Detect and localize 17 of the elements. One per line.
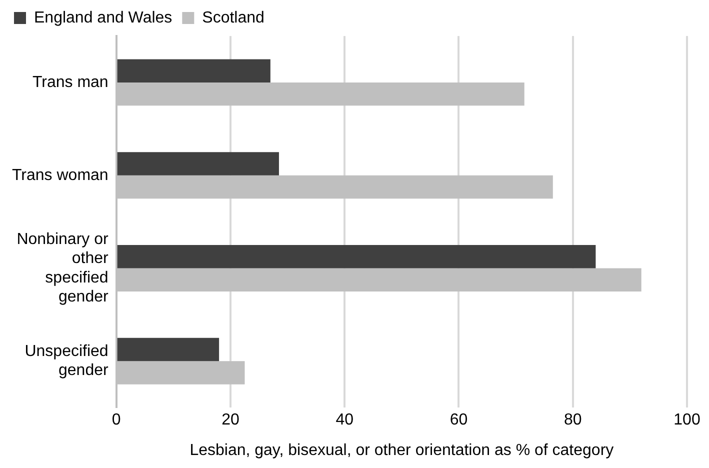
legend-label: Scotland [202,9,264,26]
y-tick-label: Trans woman [12,166,108,184]
y-tick-label: Nonbinary or other specified gender [16,230,109,306]
bar [117,59,270,82]
x-tick-label: 60 [450,412,468,429]
legend-label: England and Wales [34,9,172,26]
bar [117,152,279,176]
y-tick-label: Unspecified gender [24,342,109,380]
x-tick-label: 40 [336,412,354,429]
y-tick-label: Trans man [32,74,108,91]
bar [117,245,596,268]
x-tick-label: 80 [564,412,582,429]
x-tick-label: 20 [222,412,240,429]
x-tick-label: 0 [112,412,121,429]
x-tick-label: 100 [674,412,700,429]
x-axis-title: Lesbian, gay, bisexual, or other orientation as % of category [190,442,614,459]
bar [117,338,220,362]
